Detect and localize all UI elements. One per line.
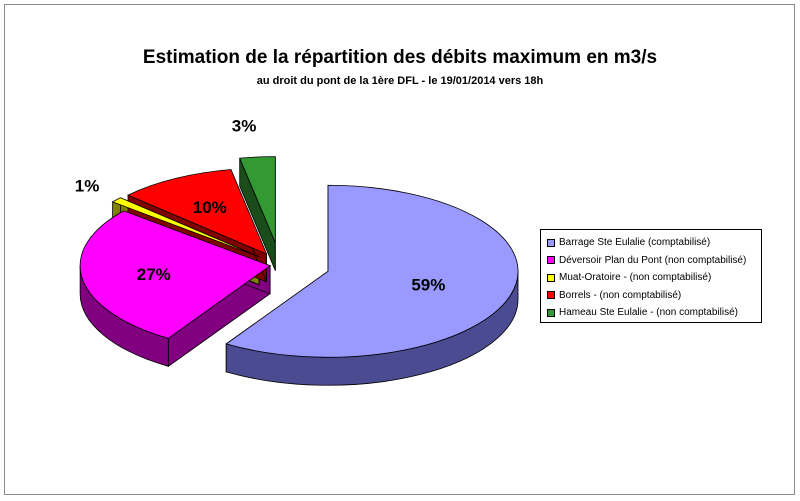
pie-slice xyxy=(127,169,268,255)
legend-item: Déversoir Plan du Pont (non comptabilisé… xyxy=(547,252,761,270)
chart-title: Estimation de la répartition des débits … xyxy=(142,47,658,68)
pie-tops xyxy=(79,156,519,358)
legend-swatch xyxy=(547,256,555,265)
chart-legend: Barrage Ste Eulalie (comptabilisé) Déver… xyxy=(540,229,762,323)
legend-swatch xyxy=(547,291,555,300)
legend-label: Muat-Oratoire - (non comptabilisé) xyxy=(559,272,712,284)
pie-slice xyxy=(225,184,519,358)
legend-label: Borrels - (non comptabilisé) xyxy=(559,289,682,301)
slice-label: 27% xyxy=(137,265,171,284)
legend-swatch xyxy=(547,238,555,247)
legend-label: Déversoir Plan du Pont (non comptabilisé… xyxy=(559,254,747,266)
slice-label: 1% xyxy=(75,176,100,195)
pie-slice xyxy=(111,197,260,258)
slice-label: 3% xyxy=(232,116,257,135)
legend-swatch xyxy=(547,273,555,282)
legend-swatch xyxy=(547,308,555,317)
slice-label: 10% xyxy=(193,198,227,217)
slice-label: 59% xyxy=(411,275,445,294)
pie-slice xyxy=(79,210,271,339)
legend-item: Borrels - (non comptabilisé) xyxy=(547,287,761,305)
legend-item: Barrage Ste Eulalie (comptabilisé) xyxy=(547,234,761,252)
legend-label: Hameau Ste Eulalie - (non comptabilisé) xyxy=(559,307,738,319)
chart-subtitle: au droit du pont de la 1ère DFL - le 19/… xyxy=(256,75,544,87)
pie-slice xyxy=(239,156,276,243)
legend-item: Hameau Ste Eulalie - (non comptabilisé) xyxy=(547,304,761,322)
legend-item: Muat-Oratoire - (non comptabilisé) xyxy=(547,269,761,287)
legend-label: Barrage Ste Eulalie (comptabilisé) xyxy=(559,237,711,249)
pie-labels: 59% 27% 1% 10% 3% xyxy=(75,116,446,294)
